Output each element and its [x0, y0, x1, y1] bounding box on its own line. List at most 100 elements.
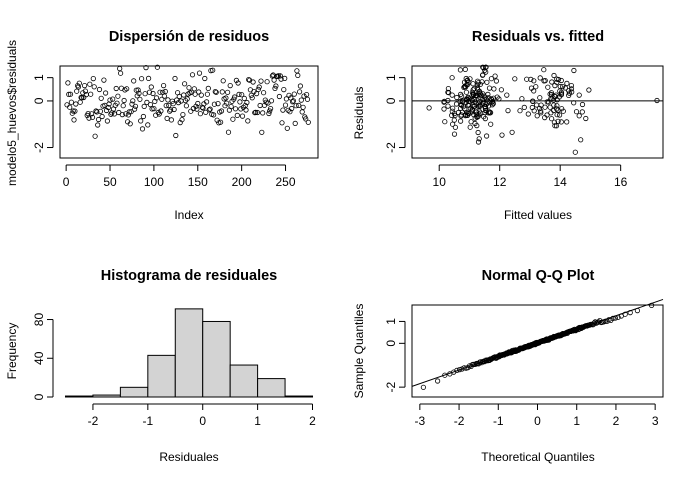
data-point — [232, 94, 238, 100]
data-point — [96, 116, 102, 123]
data-point — [579, 101, 586, 108]
data-point — [202, 75, 208, 82]
data-point — [297, 83, 303, 89]
y-tick-label: 1 — [384, 318, 398, 325]
data-point — [512, 76, 518, 82]
data-point — [576, 113, 582, 119]
data-point — [107, 97, 113, 103]
data-point — [461, 365, 467, 371]
data-point — [238, 106, 244, 112]
data-point — [121, 97, 127, 104]
data-point — [267, 106, 274, 112]
data-point — [260, 110, 266, 116]
data-point — [552, 83, 558, 89]
residuals-vs-fitted-panel: Residuals vs. fitted Fitted values Resid… — [352, 29, 664, 222]
data-point — [541, 67, 547, 73]
data-point — [538, 102, 544, 108]
data-point — [454, 94, 460, 101]
data-point — [150, 90, 156, 97]
data-point — [547, 104, 553, 110]
residual-dispersion-panel: Dispersión de residuos Index modelo5_hue… — [5, 29, 319, 222]
data-point — [292, 120, 298, 127]
data-point — [476, 136, 482, 142]
data-point — [101, 77, 107, 83]
data-point — [191, 86, 197, 92]
data-point — [254, 91, 260, 97]
data-point — [130, 98, 136, 104]
data-point — [273, 83, 279, 89]
x-tick-label: 14 — [554, 175, 568, 189]
data-point — [274, 73, 281, 80]
data-point — [490, 101, 496, 107]
data-point — [445, 89, 451, 95]
data-point — [203, 109, 209, 115]
data-point — [485, 91, 491, 98]
data-point — [86, 115, 92, 121]
data-point — [554, 103, 560, 109]
data-point — [148, 84, 154, 90]
data-point — [468, 119, 474, 125]
y-tick-label: 0 — [32, 97, 46, 104]
data-points — [64, 64, 311, 139]
data-point — [464, 78, 470, 84]
data-point — [538, 108, 544, 114]
chart-title: Histograma de residuales — [101, 268, 278, 284]
data-point — [488, 76, 494, 82]
data-point — [451, 131, 458, 137]
data-point — [557, 88, 563, 94]
data-point — [548, 90, 555, 96]
data-point — [521, 104, 527, 111]
data-point — [554, 76, 560, 82]
histogram-bar — [257, 378, 286, 398]
data-point — [235, 80, 241, 86]
data-point — [472, 361, 478, 367]
data-point — [253, 109, 259, 115]
data-point — [75, 84, 82, 90]
y-tick-label: 80 — [32, 313, 46, 327]
data-point — [244, 99, 250, 106]
data-point — [484, 79, 490, 85]
data-point — [566, 92, 572, 99]
x-tick-label: -2 — [88, 414, 99, 428]
x-axis-label: Residuales — [159, 450, 218, 464]
data-point — [133, 87, 139, 93]
data-point — [576, 92, 582, 98]
data-point — [72, 108, 78, 114]
data-point — [496, 96, 502, 102]
data-point — [572, 149, 578, 155]
x-axis-label: Fitted values — [504, 208, 572, 222]
data-point — [469, 107, 476, 113]
data-point — [474, 85, 480, 91]
data-point — [451, 117, 457, 123]
data-point — [483, 133, 490, 139]
data-point — [267, 108, 273, 114]
data-point — [76, 80, 82, 86]
data-point — [138, 118, 144, 124]
data-point — [196, 70, 203, 76]
x-tick-label: 2 — [613, 414, 620, 428]
data-point — [175, 100, 182, 106]
data-point — [467, 124, 473, 130]
data-point — [491, 86, 497, 92]
data-point — [181, 92, 187, 98]
data-point — [180, 112, 186, 118]
data-point — [434, 378, 441, 384]
data-point — [145, 122, 151, 128]
data-point — [475, 100, 481, 106]
data-point — [471, 92, 477, 98]
data-point — [88, 91, 94, 97]
data-point — [117, 66, 123, 72]
y-tick-label: 0 — [384, 340, 398, 347]
data-point — [291, 91, 297, 97]
data-point — [449, 112, 455, 119]
data-point — [459, 99, 465, 105]
data-point — [462, 83, 468, 90]
normal-qq-panel: Normal Q-Q Plot Theoretical Quantiles Sa… — [352, 268, 664, 464]
data-point — [139, 76, 145, 82]
data-point — [114, 100, 120, 106]
data-point — [137, 96, 143, 102]
data-point — [289, 99, 296, 105]
data-point — [441, 106, 447, 112]
data-point — [260, 90, 267, 96]
